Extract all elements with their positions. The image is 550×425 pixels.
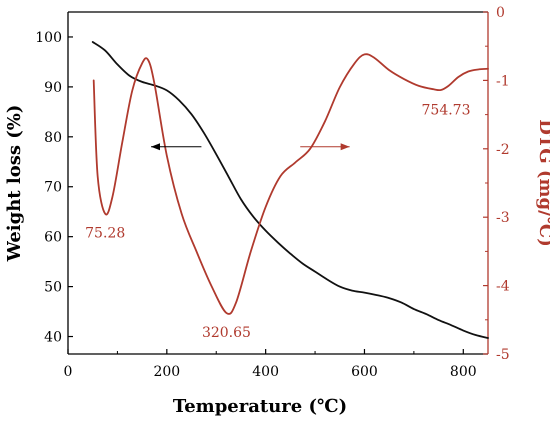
dtg-line bbox=[92, 53, 489, 315]
y-tick-label: 90 bbox=[44, 80, 62, 96]
x-axis-ticks: 0 200 400 600 800 bbox=[64, 349, 477, 380]
x-tick-label: 200 bbox=[153, 364, 180, 380]
y2-tick-label: 0 bbox=[496, 5, 505, 21]
peak-label: 320.65 bbox=[202, 325, 251, 341]
y-tick-label: 80 bbox=[44, 130, 62, 146]
x-tick-label: 600 bbox=[351, 364, 378, 380]
x-tick-label: 800 bbox=[450, 364, 477, 380]
left-axis-ticks: 40 50 60 70 80 90 100 bbox=[35, 30, 73, 346]
peak-label: 75.28 bbox=[85, 226, 125, 242]
x-tick-label: 0 bbox=[64, 364, 73, 380]
y2-axis-title: DTG (mg/℃) bbox=[535, 119, 550, 246]
y2-tick-label: -1 bbox=[496, 73, 510, 89]
y2-tick-label: -3 bbox=[496, 210, 510, 226]
y-tick-label: 40 bbox=[44, 330, 62, 346]
right-axis-ticks: 0 -1 -2 -3 -4 -5 bbox=[483, 5, 510, 363]
peak-label: 754.73 bbox=[422, 103, 471, 119]
y-tick-label: 60 bbox=[44, 230, 62, 246]
y-tick-label: 50 bbox=[44, 280, 62, 296]
x-axis-title: Temperature (℃) bbox=[173, 396, 347, 417]
arrow-head-icon bbox=[340, 143, 350, 151]
y2-tick-label: -2 bbox=[496, 142, 510, 158]
series-layer bbox=[91, 41, 489, 339]
arrow-layer bbox=[151, 143, 350, 151]
peak-labels: 75.28 320.65 754.73 bbox=[85, 103, 470, 341]
arrow-head-icon bbox=[151, 143, 161, 151]
y-tick-label: 70 bbox=[44, 180, 62, 196]
weight-loss-line bbox=[91, 41, 489, 339]
y2-tick-label: -5 bbox=[496, 347, 510, 363]
y2-tick-label: -4 bbox=[496, 279, 510, 295]
x-tick-label: 400 bbox=[252, 364, 279, 380]
y-axis-title: Weight loss (%) bbox=[4, 105, 25, 263]
plot-frame bbox=[67, 11, 489, 355]
y-tick-label: 100 bbox=[35, 30, 62, 46]
